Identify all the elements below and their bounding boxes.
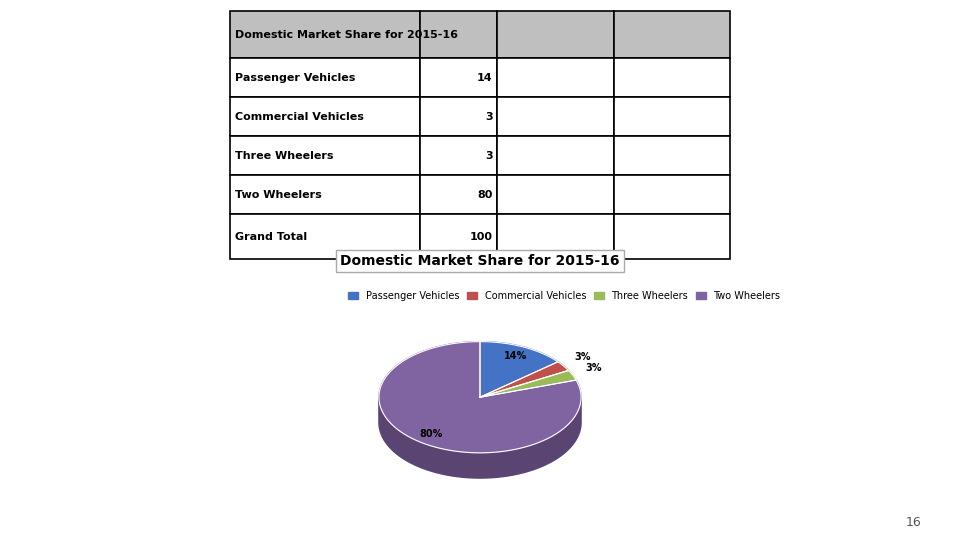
Text: Passenger Vehicles: Passenger Vehicles	[235, 73, 356, 83]
Text: Commercial Vehicles: Commercial Vehicles	[235, 112, 364, 122]
Legend: Passenger Vehicles, Commercial Vehicles, Three Wheelers, Two Wheelers: Passenger Vehicles, Commercial Vehicles,…	[345, 287, 784, 305]
Bar	[420, 214, 497, 259]
Bar	[497, 11, 613, 58]
Bar	[613, 97, 731, 137]
Bar	[420, 137, 497, 176]
Text: Domestic Market Share for 2015-16: Domestic Market Share for 2015-16	[235, 30, 458, 39]
Bar	[230, 176, 420, 214]
Bar	[420, 176, 497, 214]
Bar	[613, 58, 731, 97]
Bar	[613, 137, 731, 176]
Bar	[613, 176, 731, 214]
Bar	[497, 137, 613, 176]
Bar	[420, 97, 497, 137]
Bar	[613, 214, 731, 259]
Text: 100: 100	[469, 232, 492, 242]
Bar	[497, 58, 613, 97]
Bar	[420, 11, 497, 58]
Text: 3%: 3%	[586, 363, 602, 374]
Polygon shape	[379, 397, 581, 478]
Bar	[230, 11, 420, 58]
Text: 14%: 14%	[504, 351, 527, 361]
Text: 80: 80	[477, 190, 492, 200]
Polygon shape	[379, 342, 581, 453]
Polygon shape	[480, 362, 568, 397]
Bar	[230, 58, 420, 97]
Text: Domestic Market Share for 2015-16: Domestic Market Share for 2015-16	[340, 254, 620, 268]
Bar	[613, 11, 731, 58]
Text: Grand Total: Grand Total	[235, 232, 307, 242]
Bar	[420, 58, 497, 97]
Text: 14: 14	[477, 73, 492, 83]
Bar	[230, 214, 420, 259]
Polygon shape	[480, 370, 576, 397]
Text: 3%: 3%	[574, 352, 590, 361]
Bar	[497, 176, 613, 214]
Text: 3: 3	[485, 112, 492, 122]
Text: 16: 16	[906, 516, 922, 529]
Text: Three Wheelers: Three Wheelers	[235, 151, 334, 161]
Text: Two Wheelers: Two Wheelers	[235, 190, 323, 200]
Polygon shape	[480, 342, 558, 397]
Bar	[230, 137, 420, 176]
Bar	[497, 97, 613, 137]
Bar	[230, 97, 420, 137]
Bar	[497, 214, 613, 259]
Text: 80%: 80%	[420, 429, 443, 439]
Text: 3: 3	[485, 151, 492, 161]
